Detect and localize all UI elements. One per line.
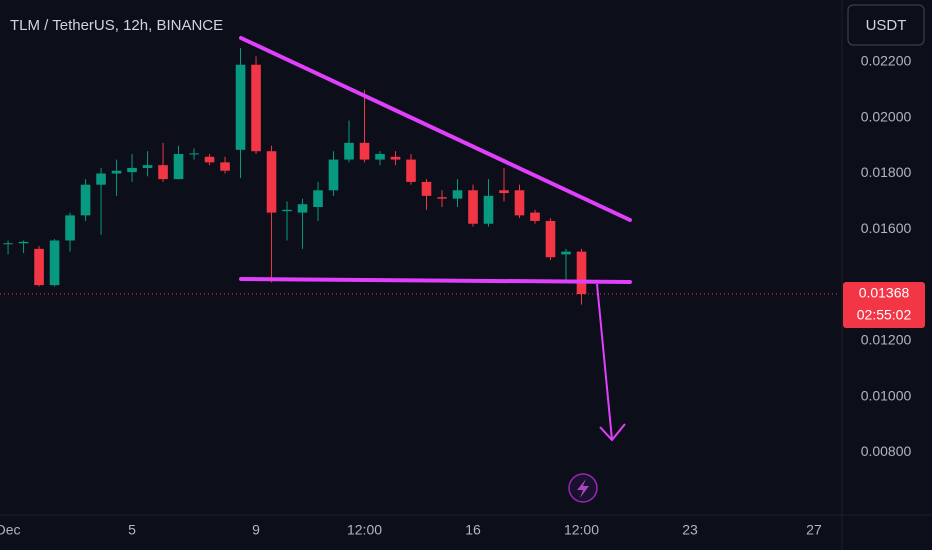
x-tick-label: 12:00 bbox=[564, 522, 599, 538]
lower-trendline bbox=[239, 277, 632, 284]
candle-body bbox=[437, 197, 447, 199]
candle-body bbox=[452, 190, 463, 199]
x-tick-label: 9 bbox=[252, 522, 260, 538]
candle-body bbox=[514, 190, 525, 216]
candle-body bbox=[375, 153, 385, 160]
countdown-label: 02:55:02 bbox=[857, 307, 912, 323]
last-price-box bbox=[843, 282, 925, 329]
candle-body bbox=[390, 156, 401, 160]
y-tick-label: 0.02000 bbox=[861, 108, 912, 124]
candle-body bbox=[328, 159, 339, 191]
candle-body bbox=[266, 151, 277, 213]
candle-body bbox=[282, 209, 292, 212]
candle-body bbox=[359, 142, 370, 160]
x-tick-label: 27 bbox=[806, 522, 822, 538]
currency-button[interactable] bbox=[847, 4, 925, 46]
y-tick-label: 0.01200 bbox=[861, 332, 912, 348]
candle-body bbox=[220, 162, 230, 171]
candle-body bbox=[483, 195, 494, 224]
candle-body bbox=[313, 190, 323, 208]
y-tick-label: 0.01800 bbox=[861, 164, 912, 180]
candle-body bbox=[297, 204, 308, 213]
candle-body bbox=[561, 251, 571, 255]
y-tick-label: 0.01000 bbox=[861, 387, 912, 403]
currency-button-label[interactable]: USDT bbox=[866, 17, 907, 34]
y-tick-label: 0.02200 bbox=[861, 53, 912, 69]
candle-body bbox=[251, 64, 261, 152]
candle-body bbox=[406, 159, 416, 182]
candle-body bbox=[530, 212, 540, 221]
candle-body bbox=[111, 170, 122, 174]
candle-body bbox=[499, 190, 509, 194]
lightning-glyph bbox=[577, 479, 589, 498]
x-tick-label: 16 bbox=[465, 522, 481, 538]
candle-body bbox=[96, 173, 106, 185]
last-price-label: 0.01368 bbox=[859, 285, 910, 301]
candle-body bbox=[3, 243, 13, 245]
upper-trendline bbox=[239, 36, 632, 222]
candle-body bbox=[142, 165, 153, 168]
candle-body bbox=[576, 251, 587, 295]
candle-body bbox=[235, 64, 246, 150]
candle-body bbox=[204, 156, 215, 163]
chart-title: TLM / TetherUS, 12h, BINANCE bbox=[10, 17, 223, 34]
candle-body bbox=[545, 220, 556, 258]
y-tick-label: 0.01600 bbox=[861, 220, 912, 236]
candle-body bbox=[173, 153, 184, 180]
candle-body bbox=[344, 142, 354, 160]
y-tick-label: 0.00800 bbox=[861, 443, 912, 459]
x-tick-label: Dec bbox=[0, 522, 21, 538]
candle-body bbox=[80, 184, 91, 216]
candle-body bbox=[189, 153, 199, 155]
x-tick-label: 12:00 bbox=[347, 522, 382, 538]
candle-body bbox=[421, 181, 432, 196]
candle-body bbox=[158, 165, 168, 180]
candle-body bbox=[18, 241, 29, 244]
candle-body bbox=[34, 248, 44, 286]
x-tick-label: 23 bbox=[682, 522, 698, 538]
arrow-head bbox=[599, 423, 626, 442]
x-tick-label: 5 bbox=[128, 522, 136, 538]
candle-body bbox=[468, 190, 478, 224]
candle-body bbox=[65, 215, 75, 241]
candle-body bbox=[127, 167, 137, 173]
candle-body bbox=[49, 240, 60, 286]
arrow-shaft bbox=[596, 283, 613, 441]
